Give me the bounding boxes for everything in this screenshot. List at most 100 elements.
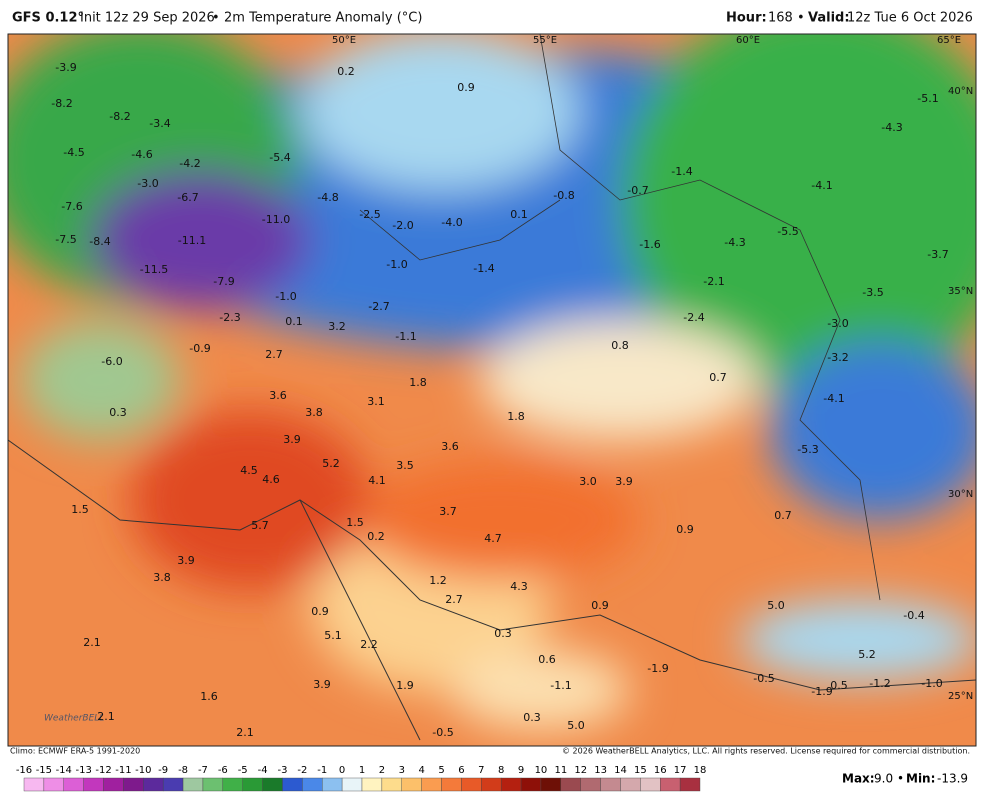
graticule-label: 40°N [948, 86, 973, 97]
anomaly-label: 3.9 [313, 678, 331, 691]
anomaly-label: 4.5 [240, 464, 258, 477]
anomaly-label: 4.6 [262, 473, 280, 486]
map-frame [7, 33, 977, 747]
anomaly-label: 1.5 [71, 503, 89, 516]
anomaly-label: 5.2 [858, 648, 876, 661]
anomaly-label: -3.7 [927, 248, 948, 261]
hour: 168 [768, 11, 793, 26]
anomaly-label: -5.4 [269, 151, 290, 164]
anomaly-label: 0.8 [611, 339, 629, 352]
anomaly-label: 1.8 [409, 376, 427, 389]
anomaly-label: 0.9 [591, 599, 609, 612]
colorbar-cell [640, 777, 661, 792]
graticule-label: 65°E [937, 35, 961, 46]
colorbar-cell [500, 777, 522, 792]
colorbar-label: 2 [379, 765, 385, 776]
colorbar-cell [540, 777, 562, 792]
colorbar-cell [461, 777, 482, 792]
anomaly-label: -1.4 [473, 262, 494, 275]
min-label: Min: [906, 772, 935, 786]
hour-label: Hour: [726, 11, 767, 26]
anomaly-label: 0.5 [830, 679, 848, 692]
anomaly-label: 4.7 [484, 532, 502, 545]
colorbar-cell [262, 777, 283, 792]
colorbar-label: -15 [36, 765, 52, 776]
colorbar-label: 5 [438, 765, 444, 776]
anomaly-label: -3.0 [137, 177, 158, 190]
anomaly-label: 3.0 [579, 475, 597, 488]
anomaly-label: -5.1 [917, 92, 938, 105]
anomaly-label: -1.4 [671, 165, 692, 178]
colorbar-cell [481, 777, 502, 792]
anomaly-label: 2.1 [83, 636, 101, 649]
anomaly-label: 0.3 [494, 627, 512, 640]
anomaly-label: -2.4 [683, 311, 704, 324]
colorbar-cell [162, 777, 184, 792]
anomaly-label: -4.8 [317, 191, 338, 204]
colorbar-cell [520, 777, 542, 792]
colorbar-label: -8 [178, 765, 188, 776]
colorbar-label: -11 [115, 765, 131, 776]
anomaly-label: 5.2 [322, 457, 340, 470]
anomaly-label: 3.2 [328, 320, 346, 333]
anomaly-label: 5.7 [251, 519, 269, 532]
anomaly-label: -3.5 [862, 286, 883, 299]
colorbar-label: 16 [654, 765, 667, 776]
valid: 12z Tue 6 Oct 2026 [847, 11, 973, 26]
colorbar-label: -5 [238, 765, 248, 776]
anomaly-label: 3.9 [177, 554, 195, 567]
colorbar-cell [83, 777, 104, 792]
anomaly-label: -6.7 [177, 191, 198, 204]
anomaly-label: -0.4 [903, 609, 924, 622]
colorbar-cell [600, 777, 621, 792]
colorbar-label: 3 [399, 765, 405, 776]
anomaly-label: 0.2 [367, 530, 385, 543]
colorbar-label: -6 [218, 765, 228, 776]
colorbar-cell [242, 777, 263, 792]
anomaly-label: 5.1 [324, 629, 342, 642]
colorbar-label: 12 [574, 765, 587, 776]
anomaly-label: -1.2 [869, 677, 890, 690]
anomaly-label: -7.5 [55, 233, 76, 246]
graticule-label: 60°E [736, 35, 760, 46]
anomaly-label: -3.9 [55, 61, 76, 74]
anomaly-label: -8.2 [51, 97, 72, 110]
colorbar-cell [322, 777, 343, 792]
colorbar-cell [23, 777, 45, 792]
separator: • [212, 11, 220, 26]
anomaly-label: -1.9 [811, 685, 832, 698]
anomaly-label: -1.1 [550, 679, 571, 692]
max-label: Max: [842, 772, 875, 786]
anomaly-label: 1.2 [429, 574, 447, 587]
climo: Climo: ECMWF ERA-5 1991-2020 [10, 747, 140, 756]
colorbar-label: 7 [478, 765, 484, 776]
anomaly-label: 0.9 [311, 605, 329, 618]
anomaly-label: 0.9 [457, 81, 475, 94]
colorbar: -16 -15 -14 -13 -12 -11 -10 -9 -8 -7 -6 -5 -4 -3 -2 -1 0… [16, 765, 707, 792]
anomaly-label: -5.3 [797, 443, 818, 456]
anomaly-label: 2.7 [445, 593, 463, 606]
anomaly-label: 0.7 [774, 509, 792, 522]
copyright: © 2026 WeatherBELL Analytics, LLC. All r… [562, 747, 970, 756]
colorbar-cell [302, 777, 323, 792]
valid-label: Valid: [808, 11, 850, 26]
colorbar-label: -3 [277, 765, 287, 776]
colorbar-label: 1 [359, 765, 365, 776]
anomaly-label: 0.1 [285, 315, 303, 328]
anomaly-label: -8.4 [89, 235, 110, 248]
anomaly-label: 3.7 [439, 505, 457, 518]
max: 9.0 [874, 772, 893, 786]
anomaly-label: 0.3 [523, 711, 541, 724]
colorbar-label: 18 [694, 765, 707, 776]
anomaly-label: 4.1 [368, 474, 386, 487]
separator: • [797, 11, 805, 26]
colorbar-cell [401, 777, 422, 792]
anomaly-label: -11.0 [262, 213, 290, 226]
anomaly-label: 3.8 [153, 571, 171, 584]
colorbar-label: 8 [498, 765, 504, 776]
graticule-label: 35°N [948, 286, 973, 297]
anomaly-label: -1.0 [386, 258, 407, 271]
colorbar-label: -16 [16, 765, 32, 776]
anomaly-label: -4.0 [441, 216, 462, 229]
colorbar-cell [123, 777, 144, 792]
